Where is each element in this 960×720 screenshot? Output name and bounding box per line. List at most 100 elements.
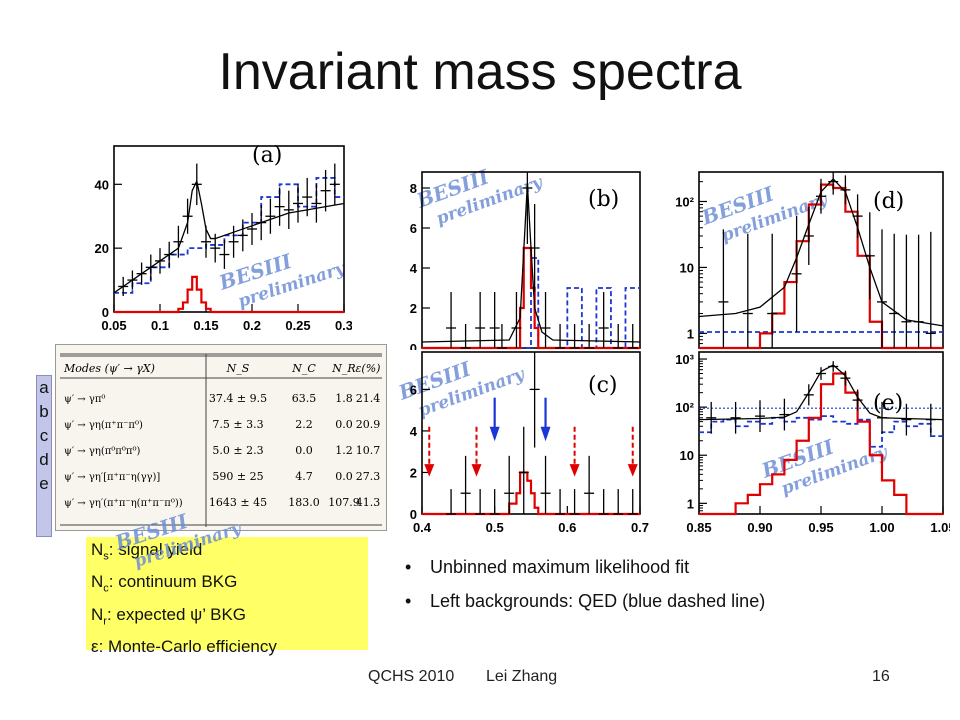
table-cell: ψ′ → γη(π⁺π⁻π⁰): [64, 420, 143, 431]
data-point: [446, 489, 457, 515]
data-point: [852, 389, 863, 411]
data-point: [182, 198, 193, 234]
bullet-item: Left backgrounds: QED (blue dashed line): [405, 584, 945, 618]
signal-window-arrowhead: [627, 464, 638, 477]
table-cell: 27.3: [356, 470, 381, 483]
row-letter: c: [39, 426, 49, 445]
data-point: [145, 254, 156, 281]
table-cell: 37.4 ± 9.5: [209, 392, 267, 405]
signal-mc-histogram: [422, 471, 640, 516]
data-point: [877, 401, 887, 434]
x-tick-label: 0.15: [193, 318, 218, 333]
data-point: [118, 276, 129, 297]
y-tick-label: 8: [410, 181, 417, 196]
data-point: [529, 352, 540, 448]
table-cell: 0.0: [335, 418, 353, 431]
data-point: [613, 489, 624, 515]
x-tick-label: 1.05: [930, 520, 950, 535]
data-point: [816, 367, 826, 380]
table-cell: ψ′ → γη′(π⁺π⁻η(π⁺π⁻π⁰)): [64, 498, 183, 509]
bullet-list: Unbinned maximum likelihood fit Left bac…: [405, 550, 945, 618]
sideband-arrowhead: [489, 426, 500, 442]
x-tick-label: 0.2: [243, 318, 261, 333]
data-point: [779, 398, 790, 431]
panel-label: (d): [873, 189, 904, 214]
data-point: [136, 262, 147, 285]
x-tick-label: 0.1: [151, 318, 169, 333]
y-tick-label: 0: [102, 305, 109, 320]
data-point: [569, 324, 580, 349]
footer-conference: QCHS 2010: [368, 668, 455, 685]
data-point: [828, 172, 839, 195]
x-tick-label: 1.00: [869, 520, 894, 535]
data-point: [584, 324, 595, 349]
data-point: [828, 361, 839, 372]
data-point: [569, 489, 580, 515]
panel-label: (c): [588, 373, 618, 398]
x-tick-label: 0.6: [558, 520, 576, 535]
data-point: [489, 292, 500, 348]
data-point: [706, 401, 717, 434]
signal-mc-histogram: [699, 372, 943, 516]
data-point: [529, 204, 540, 292]
x-tick-label: 0.5: [486, 520, 504, 535]
row-letter: a: [39, 378, 49, 397]
x-tick-label: 0.05: [101, 318, 126, 333]
data-point: [598, 292, 609, 348]
table-header-cell: N_C: [291, 362, 316, 375]
row-letter: b: [39, 402, 49, 421]
results-table-drawing: Modes (ψ′ → γX) N_S N_C N_R ε(%) ψ′ → γπ⁰ 37.4…: [60, 353, 382, 527]
data-point: [265, 198, 276, 234]
data-point: [742, 233, 753, 348]
data-point: [210, 233, 221, 263]
bullet-item: Unbinned maximum likelihood fit: [405, 550, 945, 584]
x-tick-label: 0.7: [631, 520, 649, 535]
data-point: [613, 324, 624, 349]
data-point: [522, 172, 533, 244]
signal-window-arrowhead: [569, 464, 580, 477]
plot-frame: [421, 351, 641, 515]
panel-label: (b): [588, 187, 619, 212]
data-point: [877, 229, 887, 348]
x-tick-label: 0.4: [413, 520, 432, 535]
data-point: [173, 225, 184, 258]
signal-window-arrowhead: [424, 464, 435, 477]
data-point: [274, 187, 285, 226]
y-tick-label: 10: [680, 260, 694, 275]
data-point: [791, 215, 802, 332]
results-table: Modes (ψ′ → γX) N_S N_C N_R ε(%) ψ′ → γπ⁰ 37.4…: [55, 344, 387, 531]
fit-curve: [698, 177, 944, 327]
table-cell: 41.3: [356, 496, 381, 509]
data-point: [540, 455, 551, 514]
data-point: [540, 292, 551, 348]
data-point: [925, 231, 936, 348]
data-point: [555, 489, 566, 515]
data-point: [201, 225, 211, 258]
data-point: [155, 248, 165, 274]
table-header-cell: N_R: [331, 362, 355, 375]
data-point: [475, 489, 486, 515]
data-point: [489, 489, 500, 515]
x-tick-label: 0.90: [747, 520, 772, 535]
table-cell: ψ′ → γη(π⁰π⁰π⁰): [64, 446, 140, 457]
data-point: [730, 401, 741, 434]
row-letter: e: [39, 474, 49, 493]
table-cell: 0.0: [335, 470, 353, 483]
data-point: [803, 384, 814, 406]
table-cell: 1.2: [335, 444, 353, 457]
data-point: [518, 426, 529, 514]
footer-page-number: 16: [872, 668, 890, 685]
y-tick-label: 0: [410, 341, 417, 350]
data-point: [127, 270, 138, 290]
y-tick-label: 4: [410, 424, 418, 439]
table-cell: 7.5 ± 3.3: [212, 418, 263, 431]
data-point: [283, 190, 294, 229]
data-point: [504, 455, 515, 514]
data-point: [311, 184, 322, 223]
